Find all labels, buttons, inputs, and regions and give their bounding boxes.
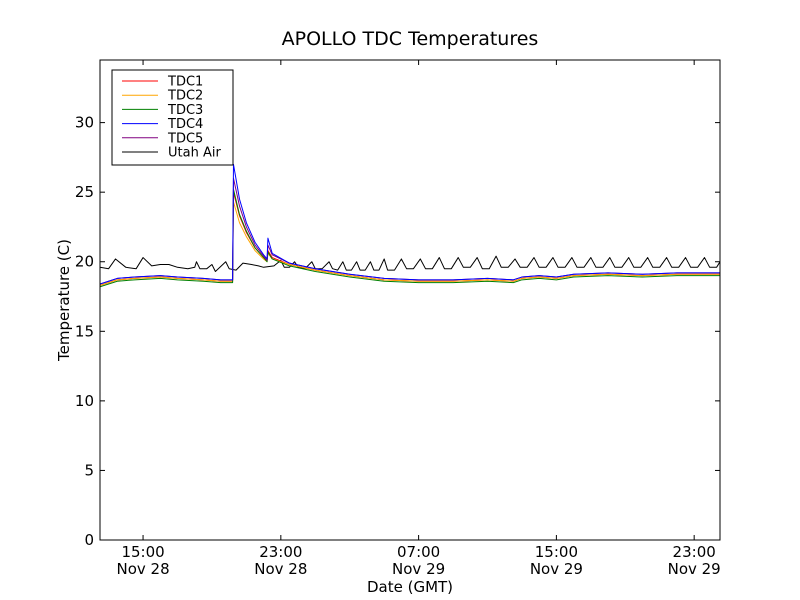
y-tick-label: 15 — [75, 322, 94, 340]
y-tick-label: 30 — [75, 114, 94, 132]
series-line-tdc3 — [100, 188, 720, 288]
plot-frame — [99, 59, 721, 541]
y-axis: 0 5 10 15 20 25 30 — [75, 114, 720, 549]
y-tick-label: 25 — [75, 183, 94, 201]
x-tick-label-time: 15:00 — [535, 543, 578, 561]
x-tick-label-time: 07:00 — [397, 543, 440, 561]
x-tick-label-date: Nov 29 — [668, 560, 721, 578]
y-tick-label: 10 — [75, 392, 94, 410]
y-tick-label: 5 — [84, 461, 94, 479]
legend-label: TDC1 — [167, 75, 203, 90]
legend-label: TDC5 — [167, 131, 203, 146]
plot-series-group — [100, 163, 720, 288]
x-axis-label: Date (GMT) — [367, 578, 453, 596]
y-axis-label: Temperature (C) — [55, 239, 73, 362]
legend-label: Utah Air — [168, 146, 221, 161]
y-tick-label: 20 — [75, 253, 94, 271]
x-tick-label-time: 15:00 — [121, 543, 164, 561]
legend-label: TDC3 — [167, 103, 203, 118]
x-tick-label-date: Nov 29 — [530, 560, 583, 578]
x-tick-label-time: 23:00 — [673, 543, 716, 561]
x-tick-label-date: Nov 28 — [116, 560, 169, 578]
legend-label: TDC4 — [167, 117, 203, 132]
x-tick-label-date: Nov 29 — [392, 560, 445, 578]
x-tick-label-time: 23:00 — [259, 543, 302, 561]
chart-title: APOLLO TDC Temperatures — [282, 28, 539, 50]
series-line-tdc4 — [100, 163, 720, 285]
legend-box — [111, 69, 234, 166]
series-line-utah-air — [100, 255, 720, 272]
legend-label: TDC2 — [167, 89, 203, 104]
y-tick-label: 0 — [84, 531, 94, 549]
x-tick-label-date: Nov 28 — [254, 560, 307, 578]
